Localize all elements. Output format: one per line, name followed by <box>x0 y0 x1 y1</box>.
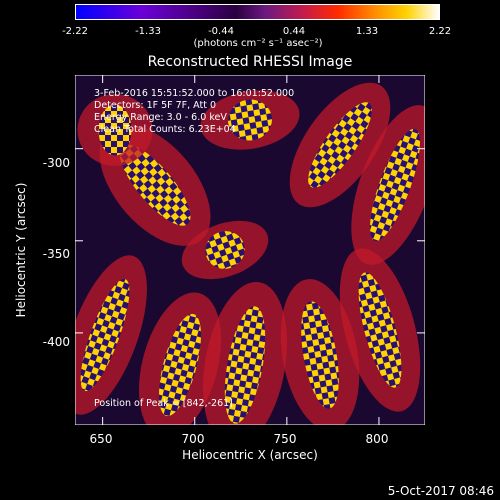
y-tick-label: -350 <box>42 247 70 261</box>
chart-title: Reconstructed RHESSI Image <box>147 54 353 70</box>
colorbar-tick: -2.22 <box>62 26 88 37</box>
annotation-peak: Position of Peak = [842,-261] <box>94 398 233 409</box>
annotation-energy: Energy Range: 3.0 - 6.0 keV <box>94 112 227 123</box>
heatmap-lobe-core <box>301 301 339 409</box>
y-tick-label: -300 <box>42 156 70 170</box>
annotation-time: 3-Feb-2016 15:51:52.000 to 16:01:52.000 <box>94 88 295 99</box>
x-tick-label: 700 <box>181 432 205 446</box>
colorbar-tick: 2.22 <box>428 26 452 37</box>
x-tick-label: 800 <box>365 432 389 446</box>
timestamp: 5-Oct-2017 08:46 <box>387 484 494 498</box>
colorbar <box>75 4 440 20</box>
colorbar-tick: -1.33 <box>135 26 161 37</box>
colorbar-tick: 0.44 <box>282 26 306 37</box>
annotation-detectors: Detectors: 1F 5F 7F, Att 0 <box>94 100 217 111</box>
heatmap-lobe-core <box>358 272 402 388</box>
colorbar-units: (photons cm⁻² s⁻¹ asec⁻²) <box>193 38 323 49</box>
heatmap-lobe-core <box>224 306 266 424</box>
heatmap-lobe-core <box>80 278 130 392</box>
colorbar-tick: -0.44 <box>208 26 234 37</box>
colorbar-tick: 1.33 <box>355 26 379 37</box>
heatmap-plot <box>75 75 425 425</box>
heatmap-lobe-core <box>370 128 420 242</box>
heatmap-lobe-core <box>98 104 132 156</box>
heatmap-lobe-core <box>159 313 201 417</box>
heatmap-lobe-core <box>308 102 372 188</box>
x-tick-label: 750 <box>273 432 297 446</box>
heatmap-lobe-core <box>228 99 272 141</box>
x-axis-label: Heliocentric X (arcsec) <box>182 448 318 462</box>
heatmap-lobe-core <box>119 144 191 226</box>
annotation-counts: Clean Total Counts: 6.23E+04 <box>94 124 236 135</box>
y-axis-label: Heliocentric Y (arcsec) <box>14 182 28 318</box>
y-tick-label: -400 <box>42 335 70 349</box>
heatmap-lobe-core <box>205 231 245 269</box>
x-tick-label: 650 <box>89 432 113 446</box>
